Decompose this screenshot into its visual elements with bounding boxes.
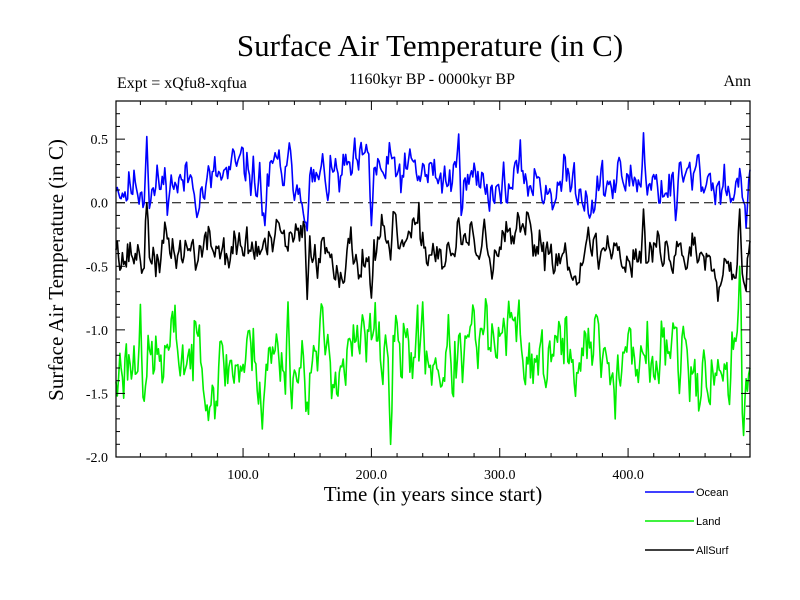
experiment-label: Expt = xQfu8-xqfua	[117, 75, 247, 92]
series-line-allsurf	[115, 201, 751, 302]
period-label: 1160kyr BP - 0000kyr BP	[349, 71, 515, 88]
chart-title: Surface Air Temperature (in C)	[237, 28, 623, 63]
x-axis-label: Time (in years since start)	[324, 482, 543, 506]
legend-label-ocean: Ocean	[696, 487, 728, 499]
y-axis-label: Surface Air Temperature (in C)	[44, 139, 68, 401]
legend-label-allsurf: AllSurf	[696, 545, 729, 557]
y-tick-label: 0.5	[91, 133, 109, 148]
legend: Ocean Land AllSurf	[645, 487, 729, 557]
series-layer	[115, 132, 751, 446]
y-tick-label: -2.0	[86, 451, 108, 466]
plot-area: -2.0 -1.5 -1.0 -0.5 0.0 0.5 100.0 200.0 300.0 400…	[86, 100, 751, 483]
season-label: Ann	[723, 73, 751, 90]
x-tick-label: 200.0	[356, 468, 388, 483]
x-tick-label: 400.0	[612, 468, 644, 483]
x-tick-label: 300.0	[484, 468, 516, 483]
x-tick-label: 100.0	[227, 468, 259, 483]
ticks-layer: -2.0 -1.5 -1.0 -0.5 0.0 0.5 100.0 200.0 300.0 400…	[86, 101, 750, 483]
y-tick-label: -0.5	[86, 260, 108, 275]
legend-label-land: Land	[696, 516, 720, 528]
y-tick-label: 0.0	[91, 197, 109, 212]
y-tick-label: -1.5	[86, 387, 108, 402]
series-line-ocean	[115, 132, 751, 232]
series-line-land	[115, 265, 751, 446]
y-tick-label: -1.0	[86, 324, 108, 339]
